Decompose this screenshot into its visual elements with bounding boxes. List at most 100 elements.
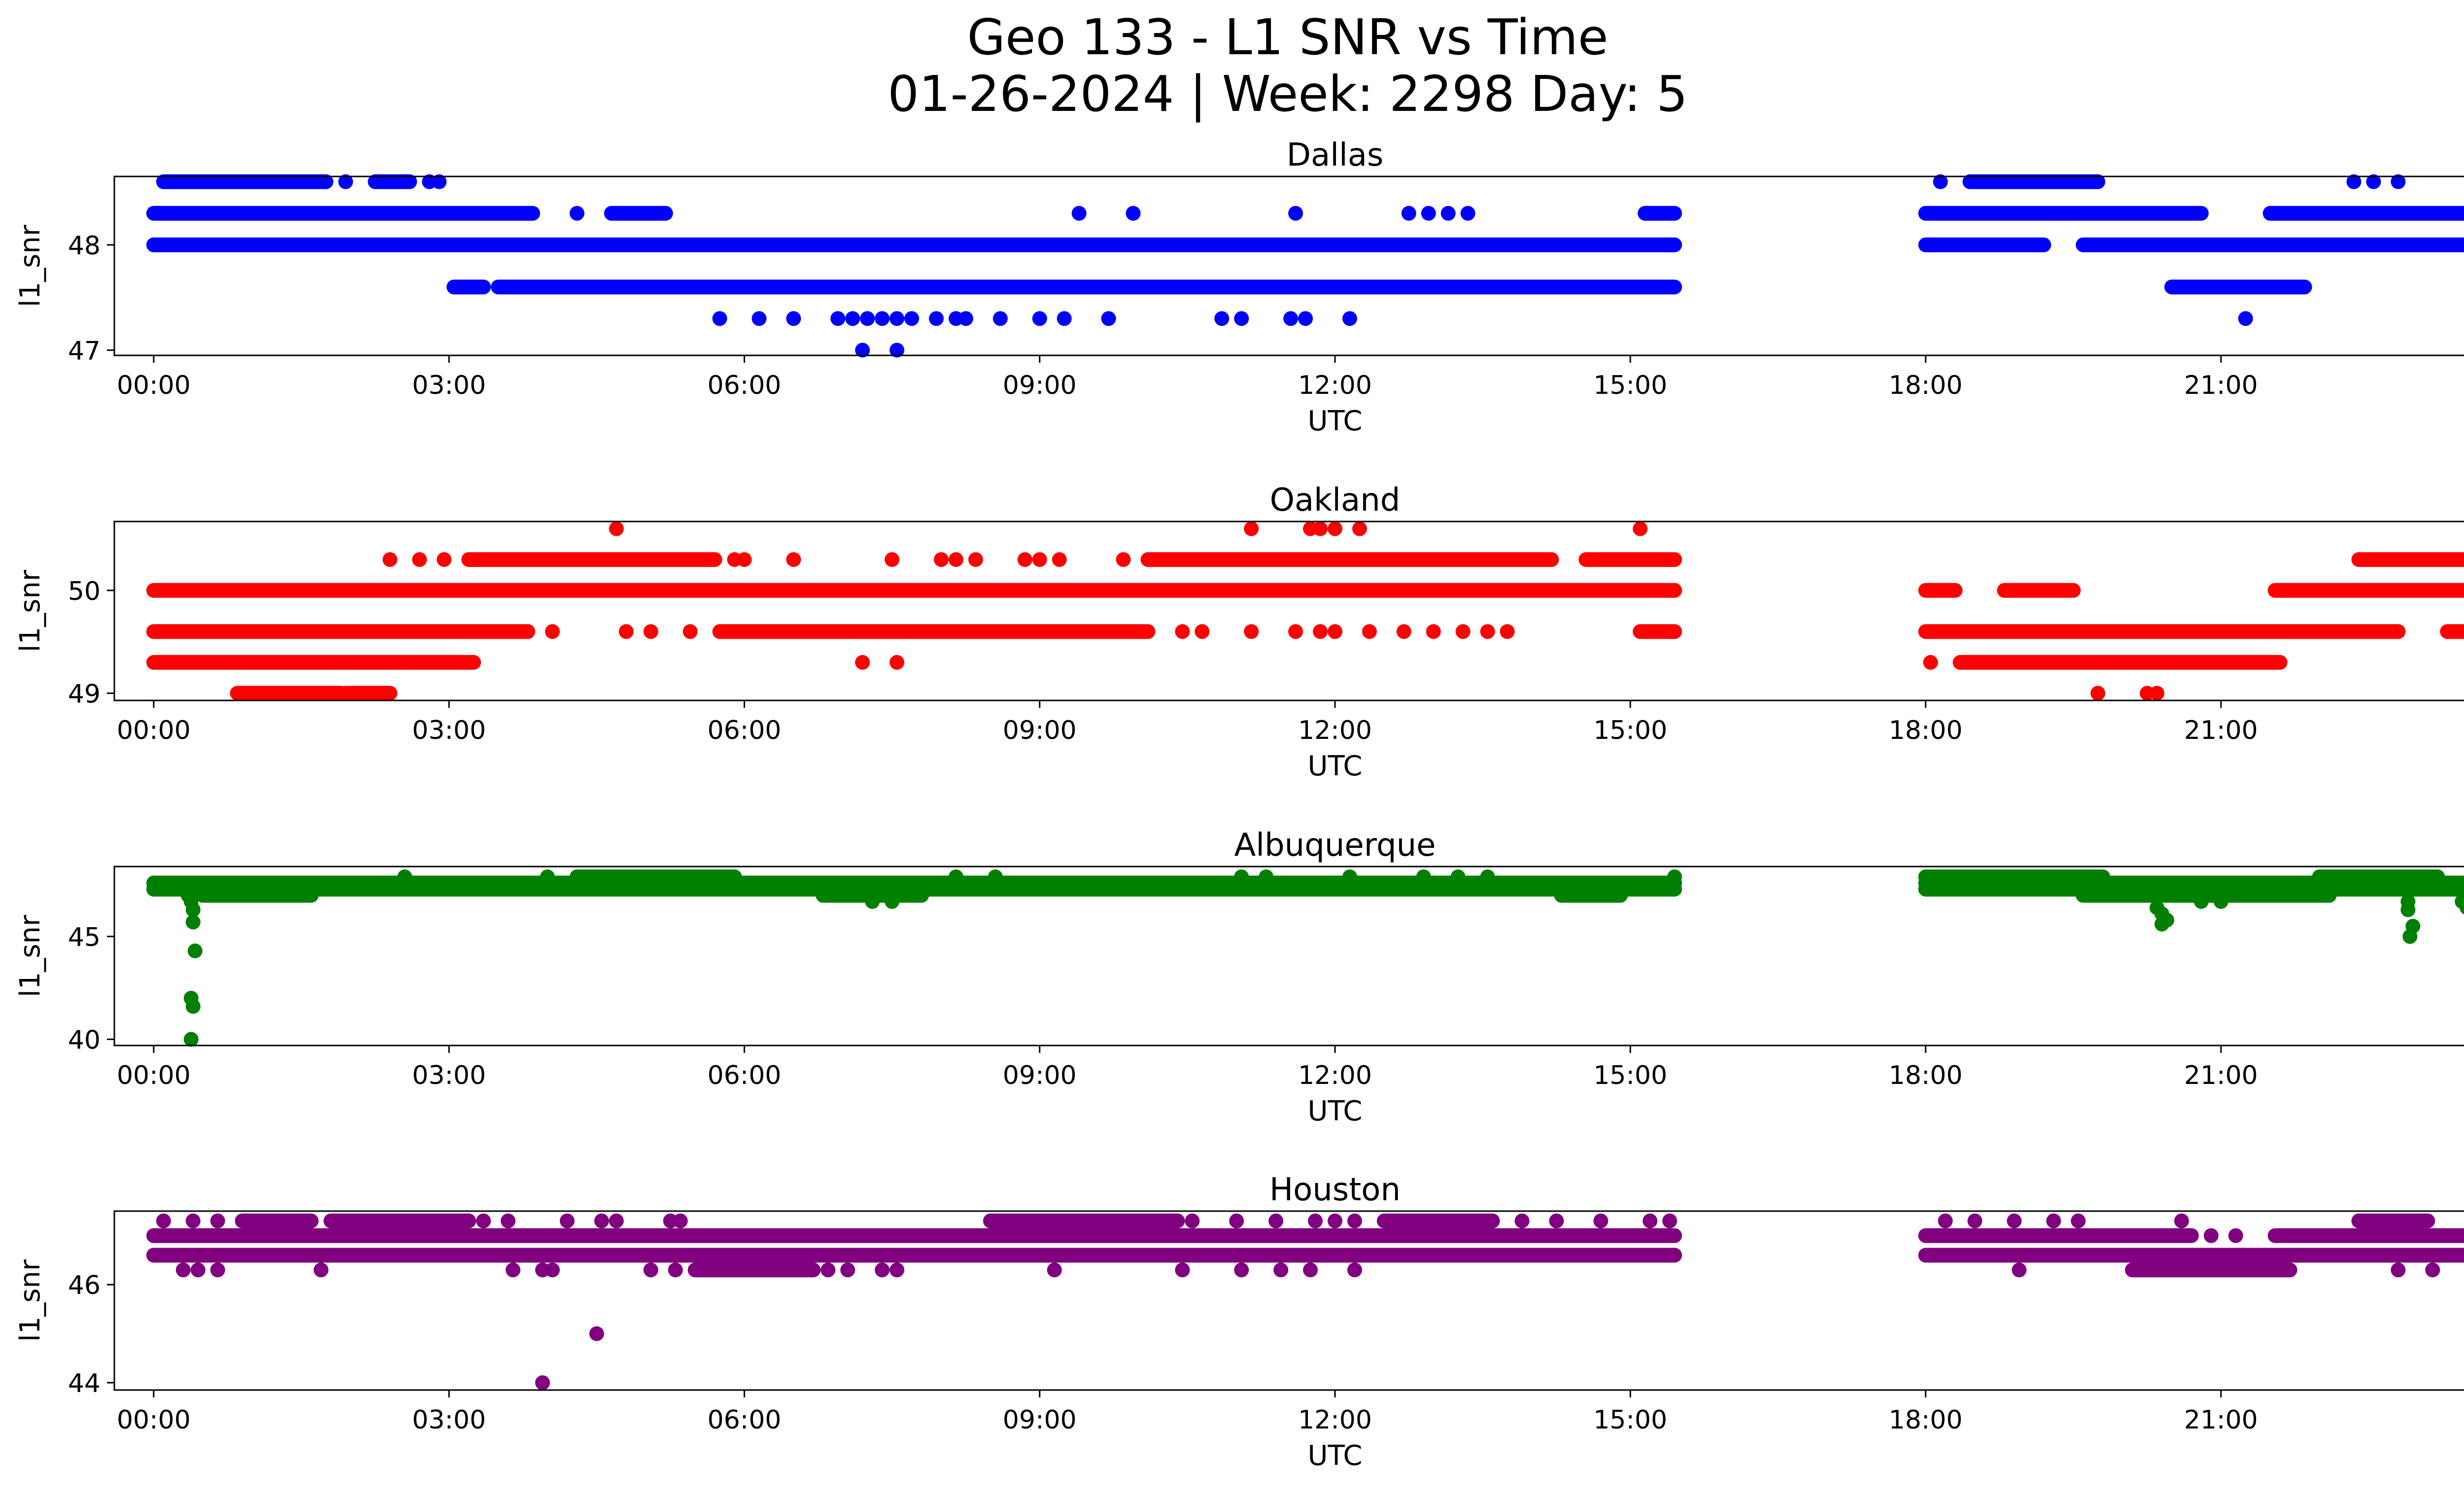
data-point-dallas-9: [1071, 206, 1087, 221]
data-point-houston-29: [2203, 1228, 2219, 1243]
point-band-dallas-0-1: [604, 206, 673, 221]
x-tick-label-houston-2: 06:00: [708, 1405, 782, 1435]
data-point-houston-41: [840, 1262, 856, 1278]
data-point-dallas-23: [890, 311, 905, 326]
data-point-dallas-21: [860, 311, 875, 326]
y-tick-label-houston-0: 44: [68, 1369, 101, 1398]
x-tick-label-albuquerque-4: 12:00: [1298, 1061, 1372, 1090]
data-point-oakland-10: [1017, 552, 1032, 567]
point-band-dallas-0-0: [146, 206, 540, 221]
x-tick-label-dallas-2: 06:00: [708, 371, 782, 400]
data-point-albuquerque-17: [1480, 869, 1495, 884]
x-tick-label-albuquerque-1: 03:00: [412, 1061, 486, 1090]
data-point-houston-31: [175, 1262, 191, 1278]
data-point-oakland-16: [609, 521, 624, 536]
data-point-oakland-30: [1288, 624, 1303, 639]
series-dallas: [146, 174, 2464, 358]
data-point-dallas-22: [875, 311, 890, 326]
data-point-dallas-15: [1460, 206, 1475, 221]
point-band-albuquerque-3-0: [569, 869, 742, 884]
data-point-oakland-42: [2090, 686, 2106, 701]
x-tick-label-dallas-3: 09:00: [1003, 371, 1077, 400]
data-point-dallas-31: [1101, 311, 1116, 326]
data-point-oakland-38: [1500, 624, 1515, 639]
data-point-oakland-26: [683, 624, 698, 639]
data-point-albuquerque-28: [2402, 929, 2418, 944]
point-band-oakland-1-2: [1997, 583, 2081, 598]
x-tick-label-houston-3: 09:00: [1003, 1405, 1077, 1435]
data-point-houston-15: [1347, 1213, 1362, 1228]
point-band-oakland-1-0: [146, 583, 1682, 598]
y-tick-label-dallas-0: 47: [68, 336, 101, 366]
y-tick-label-dallas-1: 48: [68, 231, 101, 261]
point-band-albuquerque-2-3: [2076, 888, 2337, 903]
x-tick-label-oakland-6: 18:00: [1889, 716, 1963, 745]
data-point-oakland-14: [1923, 655, 1938, 670]
data-point-oakland-0: [382, 552, 398, 567]
point-band-oakland-0-2: [1578, 552, 1682, 567]
data-point-oakland-11: [1032, 552, 1047, 567]
point-band-oakland-2-0: [146, 624, 535, 639]
point-band-albuquerque-2-2: [1554, 888, 1628, 903]
x-tick-label-albuquerque-0: 00:00: [117, 1061, 191, 1090]
data-point-houston-35: [506, 1262, 521, 1278]
data-point-oakland-13: [1116, 552, 1131, 567]
data-point-albuquerque-18: [1667, 869, 1682, 884]
data-point-dallas-14: [1440, 206, 1456, 221]
series-houston: [146, 1213, 2464, 1391]
point-band-houston-3-1: [2125, 1262, 2297, 1278]
point-band-houston-2-4: [2351, 1213, 2435, 1228]
data-point-dallas-24: [904, 311, 920, 326]
data-point-houston-2: [210, 1213, 225, 1228]
point-band-oakland-2-4: [2440, 624, 2464, 639]
data-point-houston-9: [673, 1213, 688, 1228]
data-point-houston-54: [589, 1326, 604, 1341]
data-point-dallas-2: [432, 174, 447, 189]
data-point-albuquerque-15: [1416, 869, 1431, 884]
panel-title-dallas: Dallas: [1287, 137, 1384, 174]
point-band-dallas-2-2: [2164, 279, 2312, 295]
data-point-houston-51: [2391, 1262, 2406, 1278]
panel-houston: Houston 00:00 03:00 06:00 09:00 12:00 15:00 18:…: [14, 1172, 2464, 1472]
data-point-houston-10: [1185, 1213, 1200, 1228]
data-point-albuquerque-6: [185, 999, 201, 1014]
data-point-houston-11: [1229, 1213, 1244, 1228]
panel-oakland: Oakland 00:00 03:00 06:00 09:00 12:00 15:00 18:…: [14, 482, 2464, 782]
data-point-dallas-12: [1401, 206, 1416, 221]
point-band-houston-0-1: [1918, 1228, 2199, 1243]
data-point-oakland-24: [618, 624, 634, 639]
data-point-houston-37: [545, 1262, 560, 1278]
data-point-dallas-39: [890, 343, 905, 358]
data-point-oakland-28: [1195, 624, 1210, 639]
y-tick-label-albuquerque-0: 40: [68, 1025, 101, 1055]
data-point-dallas-11: [1288, 206, 1303, 221]
data-point-dallas-30: [1057, 311, 1072, 326]
data-point-dallas-28: [992, 311, 1008, 326]
y-tick-label-oakland-1: 50: [68, 577, 101, 606]
data-point-dallas-33: [1234, 311, 1249, 326]
data-point-houston-6: [594, 1213, 609, 1228]
data-point-oakland-4: [737, 552, 752, 567]
x-tick-label-houston-7: 21:00: [2184, 1405, 2258, 1435]
data-point-dallas-0: [338, 174, 353, 189]
x-tick-label-oakland-4: 12:00: [1298, 716, 1372, 745]
data-point-houston-25: [2071, 1213, 2086, 1228]
x-tick-label-oakland-1: 03:00: [412, 716, 486, 745]
axes-frame-oakland: [113, 521, 2464, 701]
data-point-oakland-20: [1328, 521, 1342, 536]
data-point-oakland-1: [412, 552, 427, 567]
data-point-oakland-31: [1313, 624, 1328, 639]
data-point-dallas-32: [1214, 311, 1230, 326]
data-point-dallas-16: [712, 311, 727, 326]
point-band-houston-2-3: [1376, 1213, 1500, 1228]
data-point-houston-12: [1268, 1213, 1284, 1228]
data-point-houston-26: [2174, 1213, 2189, 1228]
point-band-oakland-0-0: [461, 552, 722, 567]
data-point-albuquerque-24: [2154, 916, 2169, 932]
point-band-oakland-3-0: [146, 655, 412, 670]
y-axis-label-houston: l1_snr: [14, 1259, 46, 1342]
data-point-houston-42: [875, 1262, 890, 1278]
data-point-dallas-5: [2366, 174, 2381, 189]
point-band-oakland-0-1: [1140, 552, 1559, 567]
x-tick-label-houston-4: 12:00: [1298, 1405, 1372, 1435]
